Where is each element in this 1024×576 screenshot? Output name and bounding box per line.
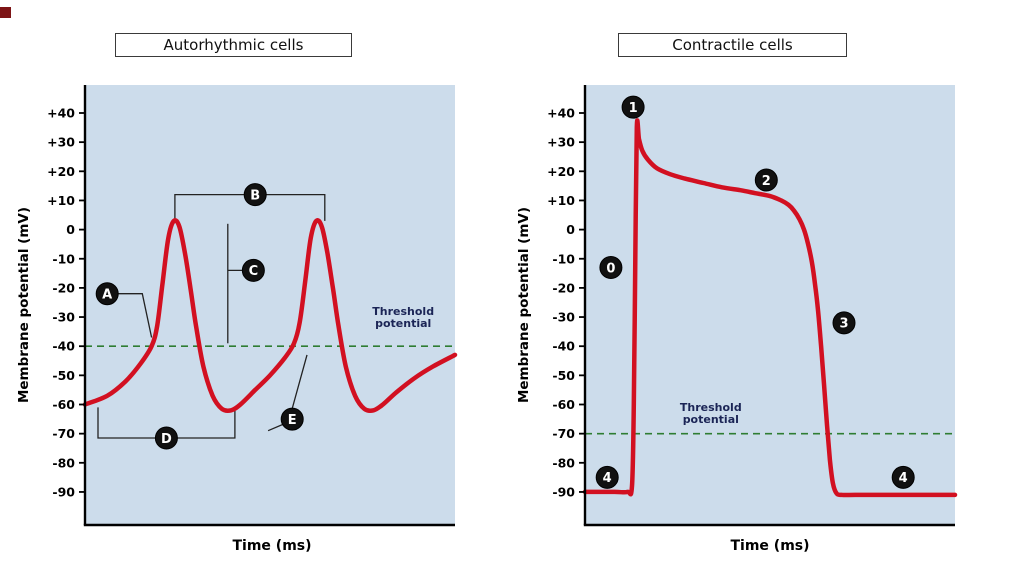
marker-label-4: 4 (603, 471, 612, 486)
marker-label-C: C (249, 264, 259, 279)
marker-label-3: 3 (839, 317, 848, 332)
threshold-label-line: potential (683, 413, 739, 426)
membrane-potential-curve (82, 218, 458, 414)
y-tick-label: -50 (552, 368, 575, 383)
y-tick-label: -70 (52, 426, 75, 441)
marker-D (154, 426, 178, 450)
marker-1 (621, 95, 645, 119)
y-tick-label: -30 (52, 310, 75, 325)
y-tick-label: 0 (566, 222, 575, 237)
y-tick-label: +40 (547, 106, 575, 121)
marker-label-0: 0 (606, 261, 615, 276)
panel-title-contractile: Contractile cells (618, 33, 847, 57)
y-tick-label: -80 (552, 455, 575, 470)
y-tick-label: -40 (552, 339, 575, 354)
y-tick-label: -10 (552, 251, 575, 266)
marker-3 (832, 311, 856, 335)
y-tick-label: -60 (552, 397, 575, 412)
y-tick-label: +30 (547, 135, 575, 150)
y-tick-label: -40 (52, 339, 75, 354)
y-axis-label-left: Membrane potential (mV) (16, 206, 32, 404)
marker-0 (599, 255, 623, 279)
marker-label-D: D (161, 432, 172, 447)
threshold-label-line: potential (375, 317, 431, 330)
y-tick-label: -60 (52, 397, 75, 412)
marker-2 (754, 168, 778, 192)
x-axis-label-left: Time (ms) (232, 538, 312, 554)
y-tick-label: +40 (47, 106, 75, 121)
marker-label-4: 4 (899, 471, 908, 486)
y-tick-label: -20 (52, 280, 75, 295)
y-tick-label: -80 (52, 455, 75, 470)
y-tick-label: -50 (52, 368, 75, 383)
marker-label-A: A (102, 288, 112, 303)
plot-area (85, 85, 455, 525)
marker-A (95, 282, 119, 306)
threshold-label-line: Threshold (680, 401, 742, 414)
y-tick-label: +20 (47, 164, 75, 179)
y-tick-label: +10 (547, 193, 575, 208)
chart-panel-1: Threshold potential +40 +30 +20 +10 0 -10 -20 -30… (547, 85, 958, 527)
y-tick-label: -90 (52, 484, 75, 499)
threshold-label: Threshold potential (680, 401, 742, 426)
x-axis-label-right: Time (ms) (730, 538, 810, 554)
marker-E (280, 407, 304, 431)
annotation-line (118, 293, 153, 338)
marker-label-2: 2 (762, 174, 771, 189)
corner-marker (0, 7, 11, 18)
y-tick-label: -10 (52, 251, 75, 266)
y-tick-label: -90 (552, 484, 575, 499)
y-tick-label: +30 (47, 135, 75, 150)
y-tick-label: -70 (552, 426, 575, 441)
marker-label-B: B (250, 188, 260, 203)
chart-panel-0: Threshold potential +40 +30 +20 +10 0 -10 -20 -30… (47, 85, 458, 527)
y-tick-label: -30 (552, 310, 575, 325)
threshold-label-line: Threshold (372, 305, 434, 318)
threshold-label: Threshold potential (372, 305, 434, 330)
marker-label-1: 1 (629, 101, 638, 116)
marker-B (243, 183, 267, 207)
y-tick-label: +20 (547, 164, 575, 179)
marker-label-E: E (288, 413, 297, 428)
marker-4 (595, 465, 619, 489)
y-tick-label: -20 (552, 280, 575, 295)
y-axis-label-right: Membrane potential (mV) (516, 206, 532, 404)
y-tick-label: +10 (47, 193, 75, 208)
panel-title-autorhythmic: Autorhythmic cells (115, 33, 352, 57)
marker-C (241, 258, 265, 282)
membrane-potential-curve (582, 118, 958, 498)
marker-4 (891, 465, 915, 489)
y-tick-label: 0 (66, 222, 75, 237)
